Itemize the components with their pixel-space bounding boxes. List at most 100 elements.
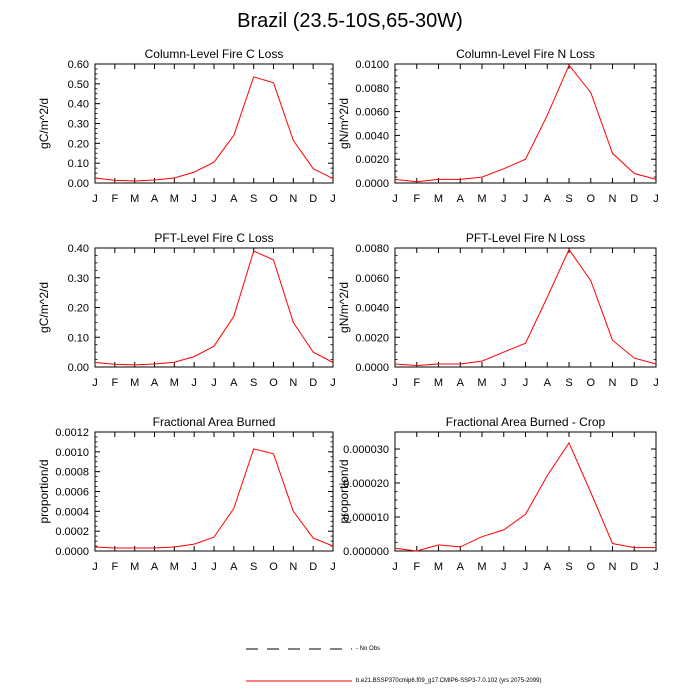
y-tick-label: 0.0008 <box>55 467 89 479</box>
x-tick-label: O <box>586 193 595 205</box>
series-line <box>394 248 657 367</box>
x-tick-label: J <box>211 561 217 573</box>
x-tick-label: A <box>457 377 465 389</box>
x-tick-label: N <box>289 561 297 573</box>
x-tick-label: O <box>586 377 595 389</box>
y-tick-label: 0.0060 <box>355 273 389 285</box>
x-tick-label: J <box>191 193 197 205</box>
x-tick-label: J <box>523 377 529 389</box>
x-tick-label: J <box>523 193 529 205</box>
y-tick-label: 0.0000 <box>55 546 89 558</box>
page-title: Brazil (23.5-10S,65-30W) <box>237 10 463 32</box>
x-tick-label: F <box>111 377 118 389</box>
x-tick-label: N <box>289 377 297 389</box>
x-tick-label: A <box>151 377 159 389</box>
series-line <box>94 250 334 366</box>
x-tick-label: A <box>544 377 552 389</box>
y-tick-label: 0.000000 <box>343 546 389 558</box>
x-tick-label: J <box>191 377 197 389</box>
plot-frame <box>94 431 334 552</box>
x-tick-label: J <box>330 377 336 389</box>
x-tick-label: M <box>477 377 486 389</box>
y-tick-label: 0.30 <box>68 273 89 285</box>
x-tick-label: J <box>330 193 336 205</box>
series-line <box>94 76 334 182</box>
panel-title: PFT-Level Fire C Loss <box>154 231 273 245</box>
y-tick-label: 0.0006 <box>55 487 89 499</box>
x-tick-label: M <box>434 193 443 205</box>
y-tick-label: 0.0020 <box>355 332 389 344</box>
plot-frame <box>94 247 334 368</box>
x-tick-label: S <box>250 561 257 573</box>
y-tick-label: 0.10 <box>68 158 89 170</box>
x-tick-label: D <box>309 377 317 389</box>
x-tick-label: S <box>565 561 572 573</box>
y-axis-label: gC/m^2/d <box>37 98 51 149</box>
y-tick-label: 0.30 <box>68 119 89 131</box>
x-tick-label: M <box>170 377 179 389</box>
x-tick-label: F <box>413 193 420 205</box>
x-tick-label: A <box>457 561 465 573</box>
y-axis-label: proportion/d <box>337 459 351 523</box>
y-tick-label: 0.000020 <box>343 478 389 490</box>
x-tick-label: D <box>630 193 638 205</box>
x-tick-label: O <box>269 193 278 205</box>
y-tick-label: 0.60 <box>68 59 89 71</box>
series-line <box>94 448 334 549</box>
x-tick-label: J <box>392 377 398 389</box>
x-tick-label: J <box>653 561 659 573</box>
y-tick-label: 0.00 <box>68 178 89 190</box>
x-tick-label: M <box>170 561 179 573</box>
x-tick-label: J <box>392 561 398 573</box>
y-tick-label: 0.50 <box>68 79 89 91</box>
y-tick-label: 0.0000 <box>355 178 389 190</box>
chart-panel-6: Fractional Area Burned - Crop proportion/… <box>337 415 659 573</box>
x-tick-label: N <box>609 377 617 389</box>
plot-frame <box>394 431 657 552</box>
x-tick-label: S <box>250 193 257 205</box>
y-tick-label: 0.0020 <box>355 154 389 166</box>
x-tick-label: F <box>111 193 118 205</box>
y-tick-label: 0.0004 <box>55 506 89 518</box>
x-tick-label: J <box>211 377 217 389</box>
y-tick-label: 0.20 <box>68 138 89 150</box>
y-tick-label: 0.0010 <box>55 447 89 459</box>
x-tick-label: D <box>309 561 317 573</box>
x-tick-label: J <box>653 193 659 205</box>
legend-model-label: b.e21.BSSP370cmip6.f09_g17.CMIP6-SSP3-7.… <box>356 678 542 684</box>
x-tick-label: S <box>250 377 257 389</box>
y-tick-label: 0.20 <box>68 303 89 315</box>
x-tick-label: J <box>92 561 98 573</box>
x-tick-label: O <box>269 377 278 389</box>
x-tick-label: J <box>392 193 398 205</box>
x-tick-label: A <box>151 193 159 205</box>
y-tick-label: 0.0040 <box>355 303 389 315</box>
x-tick-label: M <box>130 561 139 573</box>
plot-frame <box>394 63 657 184</box>
y-tick-label: 0.0080 <box>355 243 389 255</box>
x-tick-label: A <box>457 193 465 205</box>
y-tick-label: 0.000010 <box>343 512 389 524</box>
x-tick-label: J <box>523 561 529 573</box>
x-tick-label: N <box>609 193 617 205</box>
x-tick-label: J <box>501 561 507 573</box>
y-tick-label: 0.0000 <box>355 362 389 374</box>
x-tick-label: D <box>630 377 638 389</box>
x-tick-label: J <box>211 193 217 205</box>
x-tick-label: M <box>170 193 179 205</box>
x-tick-label: J <box>501 377 507 389</box>
y-axis-label: gC/m^2/d <box>37 282 51 333</box>
y-axis-label: gN/m^2/d <box>337 98 351 149</box>
x-tick-label: J <box>330 561 336 573</box>
x-tick-label: M <box>130 377 139 389</box>
x-tick-label: J <box>92 377 98 389</box>
y-tick-label: 0.0040 <box>355 130 389 142</box>
x-tick-label: A <box>544 193 552 205</box>
x-tick-label: M <box>434 377 443 389</box>
